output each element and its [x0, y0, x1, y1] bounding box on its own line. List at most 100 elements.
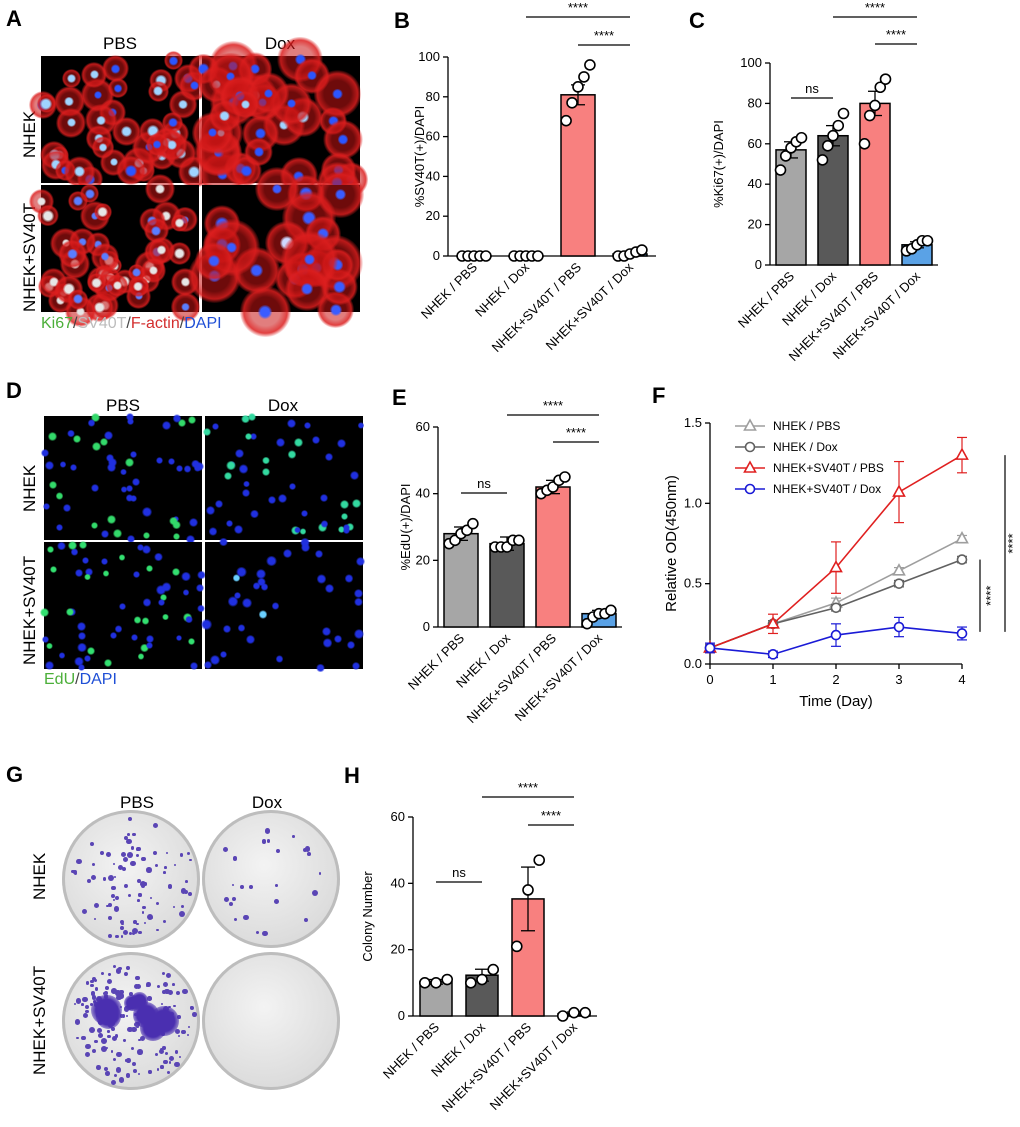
data-point: [830, 629, 842, 641]
category-label-3: NHEK+SV40T / PBS: [439, 1019, 535, 1115]
data-point: [744, 483, 756, 495]
y-tick-label: 0.0: [684, 656, 702, 671]
y-tick-label: 80: [426, 89, 440, 104]
stain-ki67: Ki67: [41, 315, 74, 332]
micrograph-a-nhek-pbs: [28, 51, 210, 193]
y-tick-label: 40: [426, 168, 440, 183]
bar-2: [817, 134, 849, 266]
micrograph-d-sv40t-dox: [201, 537, 365, 673]
data-point: [636, 244, 648, 256]
data-point: [557, 1010, 569, 1022]
y-tick-label: 80: [748, 95, 762, 110]
data-point: [956, 554, 968, 565]
panel-label-b: B: [394, 8, 410, 33]
panel-a-stain-legend: Ki67/SV40T/F-actin/DAPI: [41, 315, 222, 333]
panel-d-col-label-dox: Dox: [267, 396, 299, 415]
data-point: [874, 81, 887, 94]
significance-label: ****: [594, 28, 614, 43]
plate-sv40t-pbs: [62, 952, 200, 1090]
data-point: [879, 73, 892, 85]
y-tick-label: 60: [416, 419, 430, 434]
data-point: [605, 604, 617, 617]
data-point: [467, 517, 479, 530]
significance-label: ****: [886, 27, 906, 42]
y-tick-label: 1.0: [684, 495, 702, 510]
plate-nhek-dox: [202, 810, 340, 948]
micrograph-a-sv40t-dox: [188, 166, 364, 338]
legend-label-1: NHEK / PBS: [773, 419, 840, 433]
y-axis-label: %SV40T(+)/DAPI: [412, 106, 427, 208]
panel-label-g: G: [6, 762, 24, 787]
data-point: [559, 471, 571, 483]
panel-d-row-label-nhek: NHEK: [20, 464, 39, 512]
micrograph-d-nhek-pbs: [40, 412, 205, 544]
panel-label-f: F: [652, 383, 665, 408]
data-point: [743, 418, 757, 431]
stain-sep: /: [126, 315, 131, 332]
data-point: [816, 154, 829, 166]
y-axis-label: %Ki67(+)/DAPI: [711, 120, 726, 208]
data-point: [830, 602, 842, 614]
data-point: [827, 129, 839, 142]
stain-sep: /: [179, 315, 185, 332]
y-tick-label: 60: [391, 809, 405, 824]
y-axis-label: %EdU(+)/DAPI: [398, 483, 413, 570]
data-point: [522, 884, 534, 896]
data-point: [584, 59, 596, 71]
stain-factin: F-actin: [130, 315, 180, 332]
data-point: [829, 559, 843, 573]
chart-f: F 0.0 0.5 1.0 1.5 0 1 2 3 4 Time (Day) Relative OD(…: [652, 383, 1020, 710]
y-tick-label: 60: [748, 136, 762, 151]
micrograph-a-sv40t-pbs: [28, 173, 201, 327]
y-axis-label: Colony Number: [360, 871, 375, 962]
stain-edu: EdU: [44, 671, 76, 688]
y-axis-label: Relative OD(450nm): [663, 475, 680, 612]
category-label-3: NHEK+SV40T / PBS: [464, 630, 560, 726]
x-tick-label: 4: [958, 672, 965, 687]
data-point: [744, 441, 756, 453]
significance-label: ****: [568, 0, 588, 15]
y-tick-label: 0.5: [684, 576, 702, 591]
data-point: [821, 140, 834, 152]
significance-label: ns: [805, 81, 819, 96]
data-point: [579, 1006, 591, 1019]
panel-g-col-label-dox: Dox: [251, 793, 283, 812]
y-tick-label: 100: [740, 55, 762, 70]
plate-nhek-pbs: [62, 810, 200, 948]
y-tick-label: 40: [416, 486, 430, 501]
data-point: [533, 854, 545, 866]
panel-a-col-label-pbs: PBS: [102, 34, 138, 53]
significance-label: ****: [983, 586, 998, 606]
x-tick-label: 2: [832, 672, 839, 687]
stain-sep: /: [73, 315, 78, 332]
data-point: [560, 114, 572, 127]
data-point: [487, 963, 499, 976]
data-point: [767, 649, 779, 660]
data-point: [430, 977, 442, 989]
panel-d-row-label-nhek-sv40t: NHEK+SV40T: [20, 555, 39, 665]
y-tick-label: 0: [755, 257, 762, 272]
data-point: [568, 1006, 580, 1019]
data-point: [513, 534, 525, 547]
panel-label-c: C: [689, 8, 705, 33]
y-tick-label: 0: [423, 619, 430, 634]
data-point: [766, 616, 780, 629]
data-point: [779, 150, 792, 162]
data-point: [774, 164, 787, 176]
bar-2: [489, 542, 525, 628]
micrograph-d-nhek-dox: [202, 413, 365, 540]
data-point: [955, 447, 969, 460]
stain-sep: /: [75, 671, 80, 688]
data-point: [892, 563, 906, 576]
data-point: [837, 107, 850, 120]
significance-label: ****: [1005, 533, 1020, 553]
category-label-4: NHEK+SV40T / Dox: [543, 259, 637, 353]
data-point: [795, 131, 808, 144]
data-point: [566, 96, 578, 109]
x-tick-label: 0: [706, 672, 713, 687]
x-tick-label: 3: [895, 672, 902, 687]
data-point: [532, 250, 544, 262]
data-point: [858, 138, 871, 150]
